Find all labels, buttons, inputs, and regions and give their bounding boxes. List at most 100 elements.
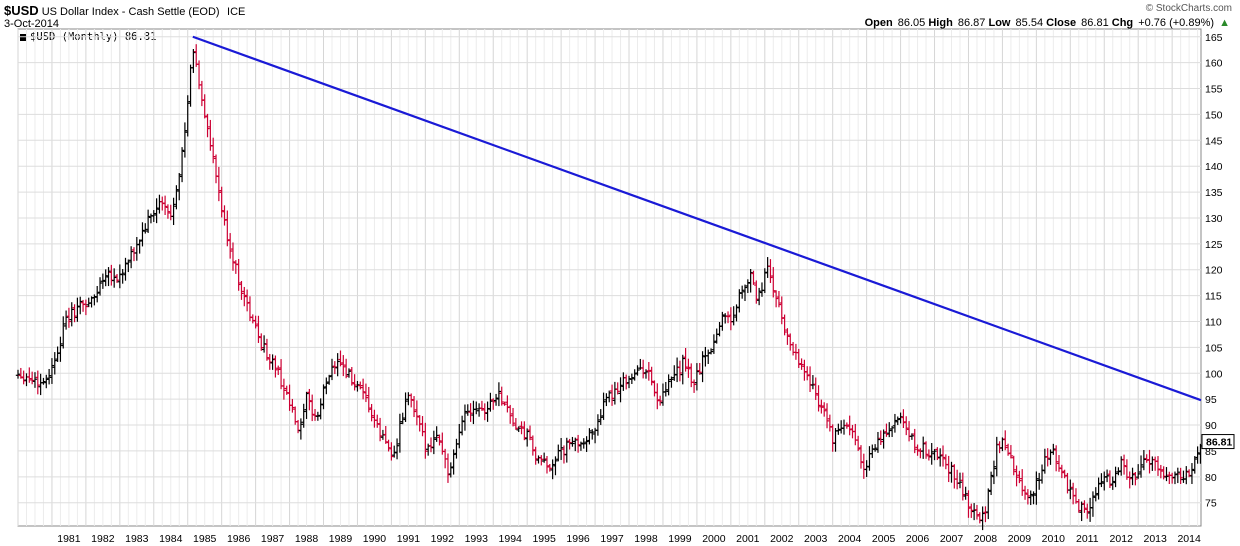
y-tick-label: 135	[1205, 187, 1223, 199]
ohlc-bar	[663, 381, 668, 397]
y-tick-label: 105	[1205, 342, 1223, 354]
ohlc-bar	[1169, 472, 1175, 484]
open-label: Open	[864, 17, 893, 29]
symbol[interactable]: $USD	[4, 3, 39, 18]
close-label: Close	[1046, 17, 1077, 29]
ohlc-bar	[1008, 445, 1014, 459]
ohlc-bar	[66, 307, 72, 328]
ohlc-bar	[898, 412, 903, 424]
brand-watermark[interactable]: © StockCharts.com	[1145, 3, 1232, 14]
ohlc-bar	[884, 423, 889, 437]
ohlc-bar	[482, 403, 487, 421]
ohlc-bar	[615, 382, 620, 395]
ohlc-bar	[1034, 471, 1039, 505]
ohlc-bar	[479, 400, 485, 411]
close-value: 86.81	[1081, 17, 1109, 29]
ohlc-bar	[573, 437, 578, 452]
ohlc-bar	[700, 351, 705, 383]
x-tick-label: 1997	[600, 533, 624, 545]
ohlc-bar	[590, 429, 595, 440]
ohlc-bar	[785, 328, 790, 345]
ohlc-bar	[27, 367, 32, 383]
ohlc-bar	[1127, 471, 1132, 489]
ohlc-bar	[140, 222, 145, 247]
x-tick-label: 2009	[1008, 533, 1032, 545]
ohlc-bar	[335, 353, 340, 377]
ohlc-bar	[943, 454, 949, 470]
ohlc-bar	[895, 416, 900, 426]
ohlc-bar	[363, 383, 369, 403]
x-tick-label: 1999	[668, 533, 692, 545]
trendline	[192, 35, 1202, 402]
ohlc-bar	[703, 346, 708, 367]
ohlc-bar	[346, 368, 352, 378]
x-tick-label: 1985	[193, 533, 217, 545]
ohlc-bar	[513, 418, 519, 430]
ohlc-bar	[270, 354, 275, 370]
ohlc-bar	[1147, 449, 1152, 474]
ohlc-bar	[810, 375, 816, 390]
ohlc-bar	[530, 435, 536, 456]
ohlc-bar	[904, 416, 909, 436]
ohlc-bar	[188, 64, 193, 107]
ohlc-bar	[298, 418, 304, 440]
ohlc-bar	[861, 453, 867, 479]
ohlc-bar	[923, 441, 929, 459]
x-tick-label: 1984	[159, 533, 183, 545]
ohlc-bar	[714, 328, 719, 344]
ohlc-bar	[855, 435, 861, 452]
ohlc-bar	[689, 363, 694, 388]
ohlc-bar	[397, 413, 403, 453]
ohlc-bar	[502, 401, 507, 406]
ohlc-bar	[329, 358, 335, 381]
ohlc-bar	[55, 346, 60, 362]
ohlc-bar	[510, 407, 516, 427]
ohlc-bar	[126, 259, 131, 273]
y-tick-label: 95	[1205, 394, 1217, 406]
y-tick-label: 90	[1205, 420, 1217, 432]
x-tick-label: 1994	[499, 533, 523, 545]
ohlc-bar	[669, 376, 674, 388]
ohlc-bar	[841, 419, 847, 435]
ohlc-bar	[114, 274, 120, 283]
ohlc-bar	[660, 383, 666, 406]
ohlc-bar	[649, 366, 654, 386]
ohlc-bar	[1068, 479, 1073, 500]
ohlc-bar	[737, 289, 742, 313]
trendline-group	[192, 35, 1202, 402]
ohlc-bar	[111, 268, 117, 288]
ohlc-bar	[728, 307, 734, 331]
ohlc-bar	[191, 48, 196, 73]
ohlc-bar	[1138, 455, 1144, 478]
ohlc-bar	[539, 455, 544, 466]
ohlc-bar	[550, 459, 555, 480]
x-tick-label: 2000	[702, 533, 726, 545]
y-tick-label: 85	[1205, 446, 1217, 458]
x-tick-label: 2004	[838, 533, 862, 545]
ohlc-bar	[448, 462, 454, 478]
ohlc-bar	[788, 333, 793, 351]
ohlc-bar	[533, 446, 538, 465]
ohlc-bar	[838, 420, 844, 434]
ohlc-bar	[575, 434, 581, 453]
ohlc-bar	[324, 377, 329, 395]
grid	[17, 29, 1201, 526]
ohlc-bar	[29, 371, 35, 385]
ohlc-bar	[468, 403, 473, 422]
ohlc-bar	[742, 284, 748, 302]
ohlc-bar	[864, 460, 869, 477]
ohlc-bar	[1031, 491, 1036, 505]
ohlc-bar	[587, 428, 592, 445]
ohlc-bar	[230, 242, 236, 271]
ohlc-bar	[428, 437, 434, 453]
x-tick-label: 1988	[295, 533, 319, 545]
ohlc-bar	[751, 270, 756, 285]
ohlc-bar	[225, 210, 230, 247]
ohlc-bar	[932, 449, 937, 461]
ohlc-bar	[748, 268, 753, 293]
ohlc-bar	[182, 122, 188, 158]
ohlc-bar	[1003, 430, 1008, 451]
ohlc-bar	[720, 311, 725, 331]
x-tick-label: 1998	[634, 533, 658, 545]
